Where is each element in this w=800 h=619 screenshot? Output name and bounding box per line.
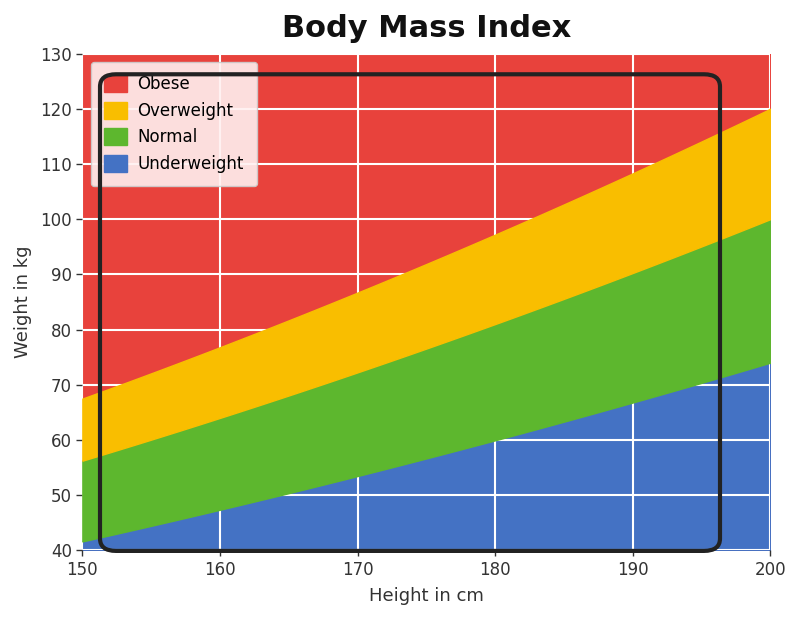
Title: Body Mass Index: Body Mass Index: [282, 14, 571, 43]
Legend: Obese, Overweight, Normal, Underweight: Obese, Overweight, Normal, Underweight: [90, 62, 257, 186]
Y-axis label: Weight in kg: Weight in kg: [14, 246, 32, 358]
X-axis label: Height in cm: Height in cm: [369, 587, 484, 605]
